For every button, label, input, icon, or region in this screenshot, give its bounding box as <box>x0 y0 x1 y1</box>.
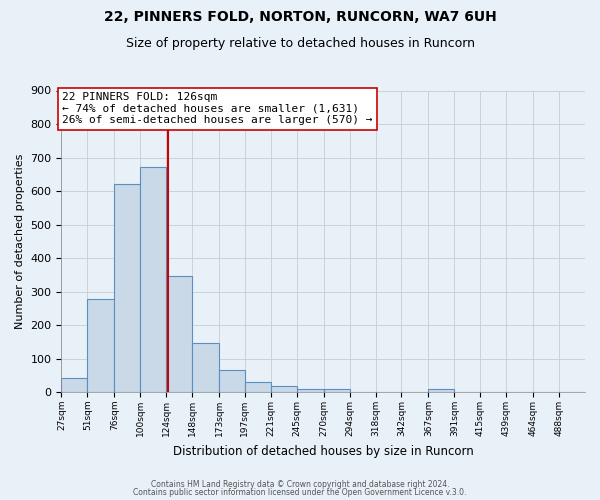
Bar <box>219 370 245 392</box>
Bar <box>324 389 350 392</box>
Bar <box>271 386 297 392</box>
Text: 22, PINNERS FOLD, NORTON, RUNCORN, WA7 6UH: 22, PINNERS FOLD, NORTON, RUNCORN, WA7 6… <box>104 10 496 24</box>
Bar <box>166 276 192 392</box>
Text: Size of property relative to detached houses in Runcorn: Size of property relative to detached ho… <box>125 38 475 51</box>
Y-axis label: Number of detached properties: Number of detached properties <box>15 154 25 329</box>
Bar <box>61 378 88 392</box>
Bar <box>297 389 324 392</box>
Text: Contains public sector information licensed under the Open Government Licence v.: Contains public sector information licen… <box>133 488 467 497</box>
Bar <box>245 382 271 392</box>
Bar <box>428 390 454 392</box>
Text: Contains HM Land Registry data © Crown copyright and database right 2024.: Contains HM Land Registry data © Crown c… <box>151 480 449 489</box>
Bar <box>88 299 114 392</box>
Bar <box>115 184 140 392</box>
Text: 22 PINNERS FOLD: 126sqm
← 74% of detached houses are smaller (1,631)
26% of semi: 22 PINNERS FOLD: 126sqm ← 74% of detache… <box>62 92 373 126</box>
X-axis label: Distribution of detached houses by size in Runcorn: Distribution of detached houses by size … <box>173 444 473 458</box>
Bar <box>192 342 219 392</box>
Bar <box>140 168 166 392</box>
